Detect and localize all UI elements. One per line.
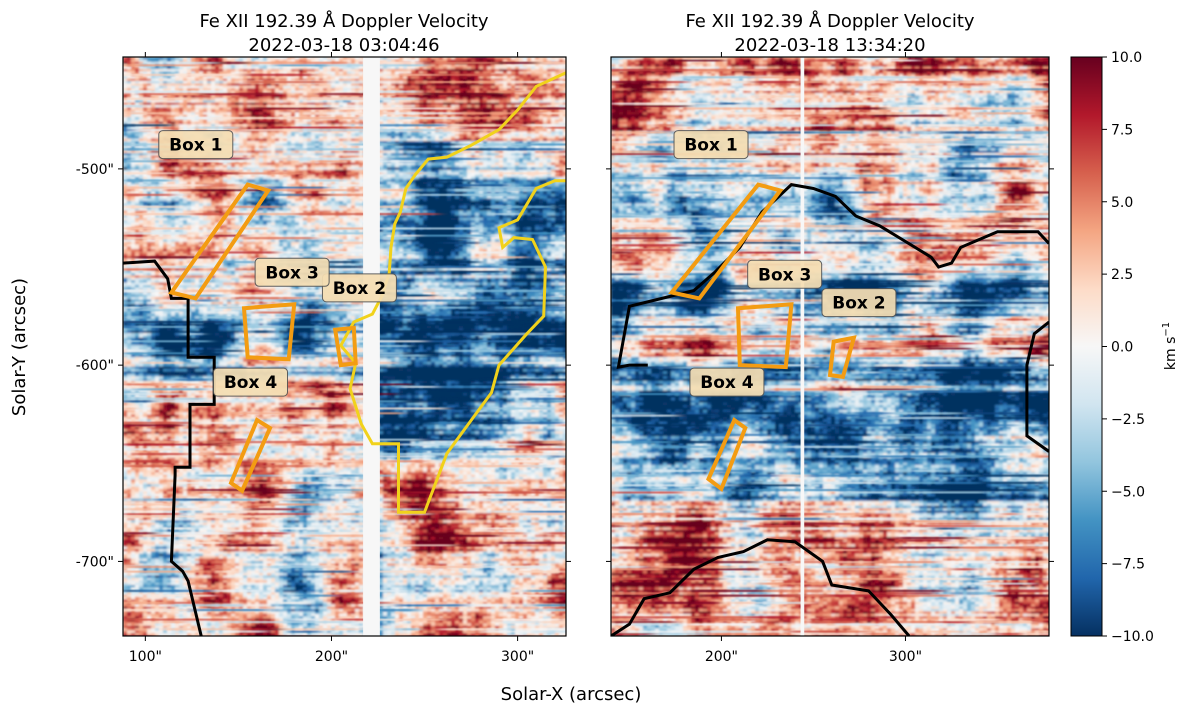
panel-right-title-line2: 2022-03-18 13:34:20 xyxy=(734,35,925,56)
panel-left: Fe XII 192.39 Å Doppler Velocity 2022-03… xyxy=(76,10,635,665)
colorbar-tick-label: 5.0 xyxy=(1111,195,1133,211)
colorbar-label: km s−1 xyxy=(1161,322,1179,370)
x-axis-label: Solar-X (arcsec) xyxy=(501,684,642,705)
colorbar-tick-label: 7.5 xyxy=(1111,122,1133,138)
box-label-1: Box 1 xyxy=(674,131,748,159)
panel-right: Fe XII 192.39 Å Doppler Velocity 2022-03… xyxy=(606,10,1119,665)
colorbar-tick-label: −7.5 xyxy=(1111,557,1145,573)
colorbar: 10.0 7.5 5.0 2.5 0.0 −2.5 −5.0 −7.5 −10.0 km s−1 xyxy=(1071,50,1179,645)
box-label-1: Box 1 xyxy=(159,131,233,159)
colorbar-gradient xyxy=(1071,57,1102,636)
y-tick-label: -500" xyxy=(76,162,114,178)
box-label-3: Box 3 xyxy=(748,260,822,288)
box-label-4: Box 4 xyxy=(690,368,764,396)
colorbar-tick-label: 0.0 xyxy=(1111,340,1133,356)
colorbar-tick-label: −2.5 xyxy=(1111,412,1145,428)
box-label-2: Box 2 xyxy=(322,274,396,302)
y-tick-label: -700" xyxy=(76,554,114,570)
y-tick-label: -600" xyxy=(76,358,114,374)
x-tick-label: 100" xyxy=(129,649,162,665)
panel-left-title-line2: 2022-03-18 03:04:46 xyxy=(248,35,439,56)
box-label-3: Box 3 xyxy=(255,258,329,286)
panel-left-title-line1: Fe XII 192.39 Å Doppler Velocity xyxy=(199,10,488,32)
x-tick-label: 200" xyxy=(315,649,348,665)
data-gap-column xyxy=(363,57,380,636)
box-label-4: Box 4 xyxy=(214,368,288,396)
colorbar-tick-label: 2.5 xyxy=(1111,267,1133,283)
panel-right-title-line1: Fe XII 192.39 Å Doppler Velocity xyxy=(685,10,974,32)
colorbar-tick-label: 10.0 xyxy=(1111,50,1142,66)
x-tick-label: 200" xyxy=(705,649,738,665)
x-tick-label: 300" xyxy=(889,649,922,665)
colorbar-ticks: 10.0 7.5 5.0 2.5 0.0 −2.5 −5.0 −7.5 −10.0 xyxy=(1102,50,1154,645)
box-label-2: Box 2 xyxy=(822,289,896,317)
y-axis-label: Solar-Y (arcsec) xyxy=(9,278,30,416)
colorbar-tick-label: −5.0 xyxy=(1111,484,1145,500)
colorbar-tick-label: −10.0 xyxy=(1111,629,1154,645)
x-tick-label: 300" xyxy=(501,649,534,665)
